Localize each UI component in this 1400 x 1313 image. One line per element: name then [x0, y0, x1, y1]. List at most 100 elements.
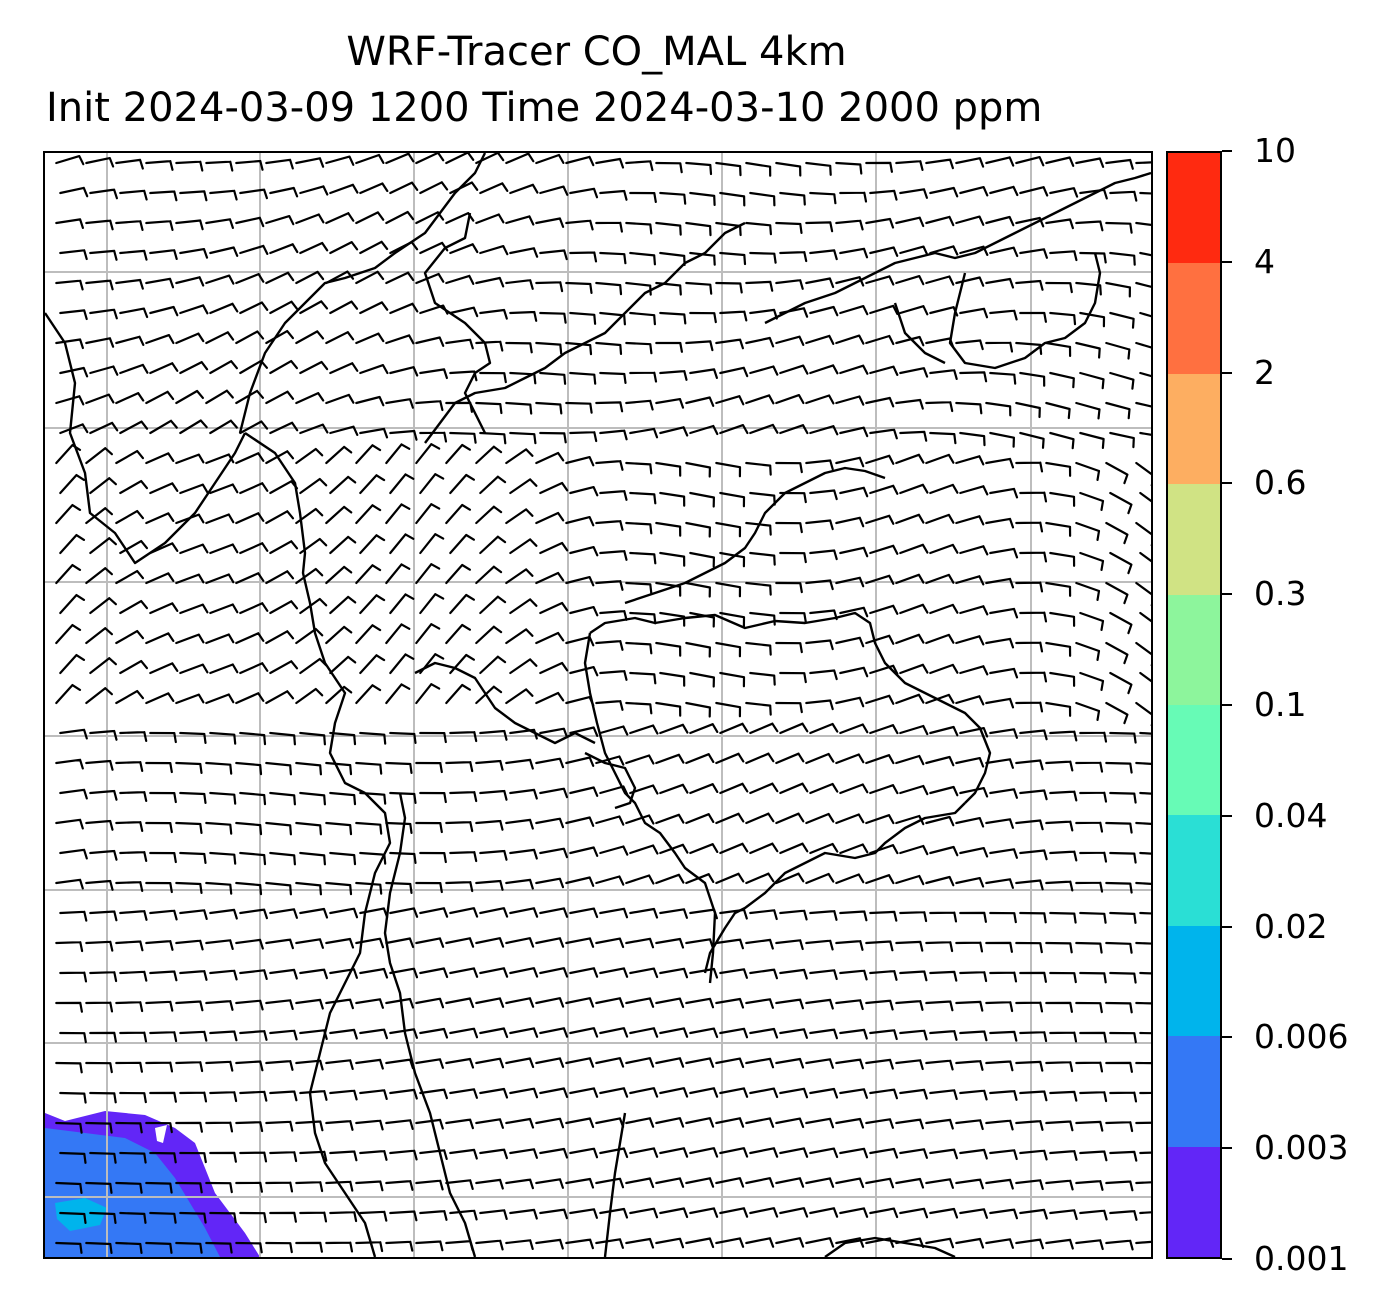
wind-barb	[839, 247, 869, 259]
wind-barb	[1019, 1149, 1048, 1161]
wind-barb	[235, 389, 264, 405]
wind-barb	[715, 161, 742, 177]
wind-barb	[809, 489, 838, 501]
wind-barb	[989, 607, 1019, 619]
wind-barb	[1135, 821, 1151, 825]
wind-barb	[775, 161, 802, 177]
wind-barb	[295, 1059, 324, 1071]
wind-barb	[865, 940, 894, 952]
wind-barb	[625, 1237, 655, 1249]
wind-barb	[599, 311, 626, 326]
wind-barb	[565, 636, 595, 647]
wind-barb	[1075, 641, 1101, 661]
wind-barb	[689, 843, 719, 855]
wind-barb	[385, 398, 414, 409]
wind-barb	[359, 1028, 388, 1040]
wind-barb	[1045, 341, 1072, 357]
wind-barb	[359, 301, 389, 315]
wind-barb	[295, 761, 322, 776]
wind-barb	[119, 600, 148, 615]
wind-barb	[295, 330, 325, 345]
wind-barb	[895, 513, 925, 525]
wind-barb	[329, 300, 359, 315]
wind-barb	[479, 655, 507, 675]
wind-barb	[389, 429, 418, 441]
wind-barb	[955, 339, 984, 351]
wind-barb	[115, 940, 144, 952]
wind-barb	[209, 419, 238, 435]
wind-barb	[839, 546, 869, 558]
wind-barb	[899, 1207, 929, 1219]
wind-barb	[629, 1207, 659, 1219]
wind-barb	[359, 851, 387, 865]
wind-barb	[985, 637, 1015, 649]
wind-barb	[509, 1148, 538, 1159]
wind-barb	[899, 543, 929, 555]
wind-barb	[569, 311, 597, 325]
wind-barb	[805, 277, 835, 289]
wind-barb	[655, 1177, 685, 1188]
wind-barb	[145, 821, 173, 834]
map-panel[interactable]	[43, 151, 1153, 1259]
coastline-path	[383, 792, 477, 1257]
wind-barb	[805, 998, 834, 1010]
wind-barb	[389, 731, 417, 744]
colorbar-tick-label: 0.001	[1254, 1239, 1349, 1278]
wind-barb	[85, 1181, 113, 1194]
wind-barb	[209, 302, 239, 315]
wind-barb	[955, 515, 985, 526]
wind-barb	[389, 473, 415, 495]
wind-barb	[779, 491, 807, 504]
wind-barb	[599, 670, 628, 681]
wind-barb	[359, 182, 389, 195]
wind-barb	[299, 1211, 328, 1223]
colorbar-tick	[1222, 814, 1232, 817]
wind-barb	[479, 535, 507, 555]
wind-barb	[209, 543, 239, 555]
wind-barb	[265, 999, 294, 1010]
wind-barb	[629, 371, 658, 383]
wind-barb	[1019, 1031, 1048, 1043]
wind-barb	[839, 843, 869, 855]
wind-barb	[1019, 911, 1047, 924]
wind-barb	[985, 1238, 1014, 1249]
wind-barb	[595, 997, 625, 1008]
wind-barb	[865, 454, 895, 465]
wind-barb	[359, 427, 389, 439]
wind-barb	[389, 241, 419, 255]
wind-barb	[985, 215, 1015, 227]
wind-barb	[865, 1237, 895, 1248]
wind-barb	[295, 687, 324, 705]
wind-barb	[205, 881, 233, 895]
wind-barb	[1109, 491, 1133, 515]
wind-barb	[535, 1238, 564, 1250]
wind-barb	[325, 155, 355, 166]
wind-barb	[899, 1148, 928, 1159]
wind-barb	[119, 851, 148, 862]
wind-barb	[1139, 671, 1151, 683]
wind-barb	[115, 158, 144, 170]
wind-barb	[1015, 759, 1044, 771]
wind-barb	[895, 1059, 924, 1071]
wind-barb	[145, 940, 174, 951]
wind-barb	[475, 759, 504, 771]
wind-barb	[269, 908, 298, 919]
wind-barb	[89, 657, 117, 675]
wind-barb	[595, 875, 625, 886]
map-canvas[interactable]	[45, 153, 1151, 1257]
wind-barb	[959, 1089, 988, 1101]
chart-title-line-1: WRF-Tracer CO_MAL 4km	[346, 29, 847, 75]
wind-barb	[749, 251, 777, 264]
wind-barb	[955, 1000, 984, 1012]
wind-barb	[1075, 220, 1104, 232]
wind-barb	[659, 908, 688, 919]
wind-barb	[865, 396, 895, 408]
wind-barb	[475, 401, 503, 415]
wind-barb	[955, 1178, 984, 1190]
wind-barb	[389, 1028, 418, 1039]
wind-barb	[775, 872, 805, 885]
wind-barb	[955, 1237, 985, 1249]
wind-barb	[1045, 401, 1071, 420]
wind-barb	[445, 1240, 474, 1251]
wind-barb	[775, 752, 805, 765]
